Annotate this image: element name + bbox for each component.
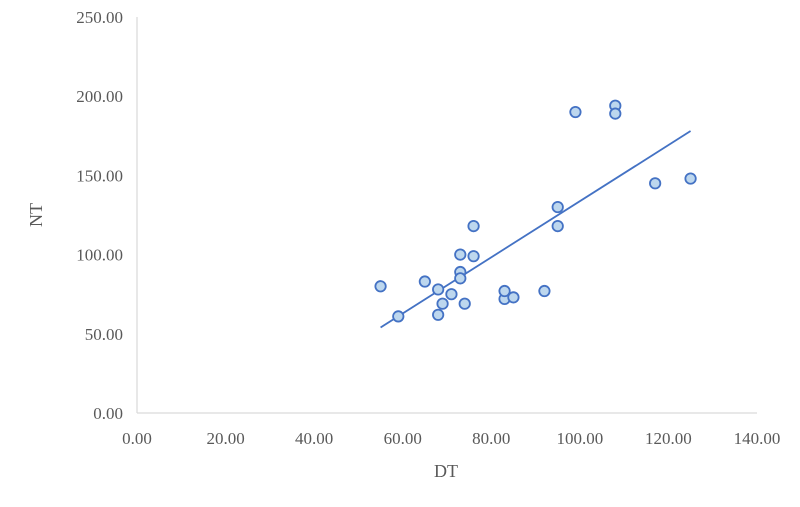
x-tick-label: 120.00 — [645, 429, 692, 448]
axes: 0.00 50.00 100.00 150.00 200.00 250.00 0.00 20.… — [76, 8, 780, 448]
data-point — [392, 310, 405, 323]
y-axis-label: NT — [26, 203, 46, 227]
x-tick-label: 20.00 — [206, 429, 244, 448]
trendline — [380, 130, 692, 329]
data-point — [684, 172, 697, 185]
data-point — [538, 284, 551, 298]
data-point — [432, 308, 445, 321]
x-tick-label: 80.00 — [472, 429, 510, 448]
data-point — [498, 284, 511, 298]
x-tick-label: 100.00 — [556, 429, 603, 448]
data-point — [551, 219, 564, 233]
data-point — [374, 280, 387, 293]
x-tick-label: 0.00 — [122, 429, 152, 448]
data-point — [467, 250, 480, 263]
x-tick-label: 140.00 — [734, 429, 781, 448]
data-point — [609, 107, 622, 120]
x-tick-label: 60.00 — [384, 429, 422, 448]
points-group — [374, 99, 697, 323]
labels-group: DT NT — [26, 203, 458, 481]
trendline-group — [380, 130, 692, 329]
y-tick-label: 250.00 — [76, 8, 123, 27]
y-tick-label: 100.00 — [76, 246, 123, 265]
data-point — [507, 291, 520, 304]
y-tick-label: 50.00 — [85, 325, 123, 344]
data-point — [445, 288, 458, 301]
y-tick-label: 0.00 — [93, 404, 123, 423]
data-point — [432, 283, 445, 296]
y-tick-label: 150.00 — [76, 166, 123, 185]
data-point — [436, 297, 449, 310]
data-point — [569, 105, 582, 119]
x-axis-label: DT — [434, 461, 458, 481]
data-point — [458, 297, 471, 310]
data-point — [454, 248, 467, 261]
data-point — [467, 219, 480, 233]
y-tick-label: 200.00 — [76, 87, 123, 106]
data-point — [418, 275, 431, 288]
x-tick-label: 40.00 — [295, 429, 333, 448]
data-point — [551, 200, 564, 214]
data-point — [649, 177, 662, 190]
data-point — [454, 272, 467, 285]
